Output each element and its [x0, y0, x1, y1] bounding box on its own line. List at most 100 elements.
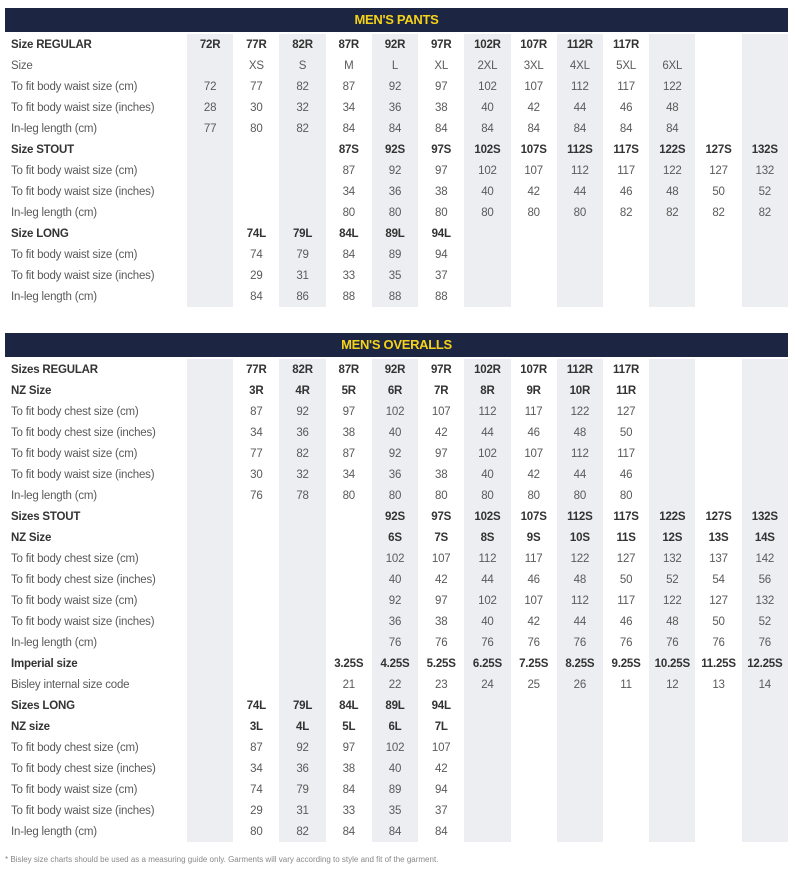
- table-cell: 6R: [371, 380, 419, 401]
- table-cell: 82: [649, 202, 696, 223]
- table-cell: 10R: [556, 380, 603, 401]
- table-cell: 26: [556, 674, 603, 695]
- table-cell: 34: [342, 101, 356, 114]
- table-cell: 117S: [613, 143, 639, 156]
- table-cell: 107S: [520, 510, 547, 523]
- table-cell: [603, 779, 649, 800]
- table-cell: 79L: [279, 695, 326, 716]
- row-label: To fit body waist size (inches): [11, 468, 155, 481]
- table-cell: 40: [464, 464, 511, 485]
- row-label: Size: [11, 59, 33, 72]
- table-cell: [464, 265, 511, 286]
- table-row: To fit body waist size (inches) 29 31 33 35 3…: [5, 800, 788, 821]
- table-cell: [511, 716, 557, 737]
- table-cell: 76: [250, 489, 263, 502]
- row-label: To fit body chest size (inches): [11, 426, 156, 439]
- table-cell: 36: [371, 97, 419, 118]
- table-row: To fit body waist size (inches) 29 31 33 35 3…: [5, 265, 788, 286]
- table-cell: 97: [342, 741, 356, 754]
- table-cell: 102: [464, 76, 511, 97]
- row-label: To fit body chest size (inches): [11, 573, 156, 586]
- table-cell: 13: [712, 678, 725, 691]
- table-cell: 33: [342, 804, 356, 817]
- table-cell: [695, 485, 741, 506]
- table-cell: [603, 223, 649, 244]
- table-cell: [556, 800, 603, 821]
- table-cell: 132: [649, 548, 696, 569]
- table-cell: [326, 590, 372, 611]
- table-cell: 84: [342, 783, 356, 796]
- table-cell: 92: [371, 76, 419, 97]
- table-cell: 46: [527, 426, 540, 439]
- row-label: In-leg length (cm): [11, 825, 97, 838]
- table-cell: 107S: [520, 143, 547, 156]
- row-label: NZ Size: [11, 384, 52, 397]
- row-label: NZ Size: [11, 531, 52, 544]
- table-cell: [279, 653, 326, 674]
- table-cell: 5L: [342, 720, 356, 733]
- table-cell: [556, 286, 603, 307]
- table-cell: [464, 223, 511, 244]
- table-cell: 80: [527, 489, 540, 502]
- table-cell: [695, 401, 741, 422]
- row-label: To fit body waist size (cm): [11, 248, 138, 261]
- table-cell: [187, 548, 234, 569]
- row-label: Size LONG: [11, 227, 69, 240]
- table-row: To fit body waist size (inches) 30 32 34 36 3…: [5, 464, 788, 485]
- table-cell: 35: [371, 265, 419, 286]
- row-label: To fit body waist size (cm): [11, 594, 138, 607]
- table-cell: 107: [431, 405, 451, 418]
- table-cell: 97S: [431, 143, 452, 156]
- table-cell: 36: [371, 181, 419, 202]
- table-cell: 36: [371, 464, 419, 485]
- table-cell: 80: [342, 206, 356, 219]
- table-cell: 7.25S: [519, 657, 549, 670]
- table-cell: [464, 758, 511, 779]
- table-cell: 102: [371, 737, 419, 758]
- table-cell: 9.25S: [611, 657, 641, 670]
- table-cell: [187, 160, 234, 181]
- table-cell: 92S: [371, 139, 419, 160]
- table-cell: [649, 821, 696, 842]
- table-cell: 112S: [556, 139, 603, 160]
- table-cell: [279, 590, 326, 611]
- table-cell: 102: [464, 160, 511, 181]
- table-cell: 92: [279, 401, 326, 422]
- table-cell: 88: [371, 286, 419, 307]
- table-cell: 102R: [464, 34, 511, 55]
- table-cell: [187, 244, 234, 265]
- table-cell: [511, 223, 557, 244]
- table-cell: [556, 716, 603, 737]
- table-cell: 79: [279, 779, 326, 800]
- table-cell: [511, 758, 557, 779]
- table-cell: [279, 527, 326, 548]
- table-cell: 82R: [279, 359, 326, 380]
- table-cell: [695, 464, 741, 485]
- table-cell: [649, 800, 696, 821]
- table-cell: 97S: [431, 510, 452, 523]
- table-cell: [649, 34, 696, 55]
- table-cell: 89L: [371, 223, 419, 244]
- table-cell: 82: [279, 443, 326, 464]
- table-row: Size REGULAR 72R 77R 82R 87R 92R 97R 102R 107R 11…: [5, 34, 788, 55]
- table-cell: 92R: [371, 34, 419, 55]
- table-cell: 11.25S: [701, 657, 736, 670]
- table-cell: [279, 674, 326, 695]
- table-cell: 84: [649, 118, 696, 139]
- table-cell: 9S: [526, 531, 541, 544]
- table-cell: [187, 611, 234, 632]
- table-cell: 76: [527, 636, 540, 649]
- table-cell: 79: [279, 244, 326, 265]
- table-cell: 5R: [341, 384, 357, 397]
- table-cell: 112R: [556, 359, 603, 380]
- table-cell: 5XL: [616, 59, 637, 72]
- table-cell: 40: [371, 569, 419, 590]
- table-row: To fit body chest size (cm) 102 107 112 117 1…: [5, 548, 788, 569]
- table-cell: 107: [524, 594, 543, 607]
- table-cell: 117: [617, 594, 635, 607]
- table-cell: 40: [464, 181, 511, 202]
- row-label: To fit body waist size (inches): [11, 804, 155, 817]
- table-cell: 80: [435, 206, 448, 219]
- table-cell: 3XL: [523, 59, 544, 72]
- table-cell: [603, 244, 649, 265]
